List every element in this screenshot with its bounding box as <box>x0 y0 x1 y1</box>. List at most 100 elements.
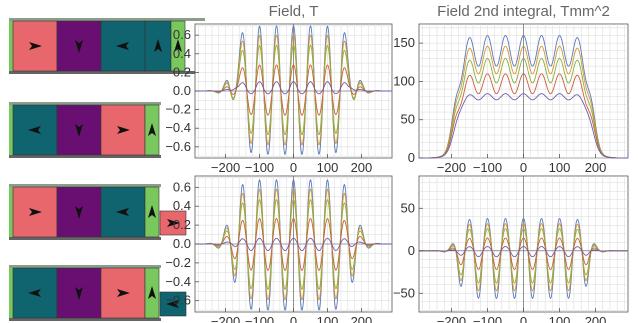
arrow-right-icon <box>117 126 130 134</box>
magnet-top-edge <box>9 265 161 268</box>
x-tick-label: −100 <box>473 160 502 175</box>
charts: −200 −100 0 100 200 0.6 0.4 0.2 0.0 −0.2 −0.4 −0.6 F… <box>165 3 629 323</box>
series-line-5 <box>195 237 392 252</box>
series-line-4 <box>195 217 392 271</box>
magnet-bottom-edge <box>9 237 161 240</box>
y-tick-label: −0.2 <box>165 102 191 117</box>
y-tick-label: 50 <box>401 200 415 215</box>
chart-2: −200 −100 0 100 200 0 50 100 150 Field 2nd integr… <box>393 3 629 175</box>
chart-3: −200 −100 0 100 200 0.6 0.4 0.2 0.0 −0.2 −0.4 −0.6 <box>165 175 393 323</box>
magnet-bottom-edge <box>9 318 161 321</box>
chart-title: Field, T <box>269 3 319 20</box>
magnet-block-purple <box>56 104 102 156</box>
y-tick-label: 0.4 <box>173 46 191 61</box>
magnet-arrangement-3 <box>9 184 187 240</box>
series-line-1 <box>419 217 628 300</box>
x-tick-label: 0 <box>520 160 527 175</box>
y-tick-label: 0 <box>408 150 415 165</box>
arrow-down-icon <box>75 40 83 53</box>
x-tick-label: 0 <box>290 160 297 175</box>
y-tick-label: 0.0 <box>173 236 191 251</box>
chart-1: −200 −100 0 100 200 0.6 0.4 0.2 0.0 −0.2 −0.4 −0.6 F… <box>165 3 393 175</box>
magnet-end-plate <box>9 187 13 237</box>
series-line-3 <box>419 57 628 159</box>
y-tick-label: 150 <box>393 35 415 50</box>
arrow-left-icon <box>28 289 41 297</box>
x-tick-label: 200 <box>351 160 373 175</box>
magnet-arrangement-2 <box>9 102 161 158</box>
series-line-3 <box>195 198 392 290</box>
chart-4: −200 −100 0 100 200 50 0 −50 <box>393 175 629 323</box>
y-tick-label: 0.4 <box>173 198 191 213</box>
arrow-right-icon <box>167 219 180 227</box>
y-tick-label: −50 <box>393 285 415 300</box>
y-tick-label: 0.2 <box>173 217 191 232</box>
magnet-bottom-edge <box>9 155 161 158</box>
arrow-down-icon <box>75 124 83 137</box>
x-tick-label: −200 <box>211 160 240 175</box>
x-tick-label: −200 <box>437 314 466 323</box>
magnet-top-edge <box>9 102 161 105</box>
arrow-down-icon <box>75 287 83 300</box>
x-tick-label: −100 <box>245 160 274 175</box>
magnet-bottom-edge <box>9 71 205 74</box>
series-line-5 <box>195 81 392 95</box>
magnet-diagrams <box>9 18 205 321</box>
x-tick-label: 200 <box>585 314 607 323</box>
series-line-4 <box>419 237 628 270</box>
x-tick-label: 100 <box>549 314 571 323</box>
arrow-down-icon <box>75 206 83 219</box>
arrow-up-icon <box>148 123 156 136</box>
y-tick-label: −0.2 <box>165 255 191 270</box>
arrow-left-icon <box>116 208 129 216</box>
arrow-up-icon <box>174 39 182 52</box>
x-tick-label: 100 <box>549 160 571 175</box>
arrow-right-icon <box>117 289 130 297</box>
arrow-left-icon <box>166 300 179 308</box>
series-line-4 <box>419 73 628 159</box>
series-line-2 <box>419 223 628 292</box>
magnet-top-edge <box>9 18 205 21</box>
series-line-1 <box>194 25 393 156</box>
magnet-arrangement-1 <box>9 18 205 74</box>
x-tick-label: 200 <box>585 160 607 175</box>
chart-title: Field 2nd integral, Tmm^2 <box>437 3 610 20</box>
x-tick-label: 200 <box>351 314 373 323</box>
series-line-3 <box>195 44 392 136</box>
x-tick-label: 0 <box>520 314 527 323</box>
y-tick-label: −0.6 <box>165 139 191 154</box>
series-line-2 <box>418 45 629 159</box>
magnet-arrangement-4 <box>9 265 187 321</box>
arrow-up-icon <box>154 39 162 52</box>
y-tick-label: 0.2 <box>173 64 191 79</box>
arrow-up-icon <box>148 286 156 299</box>
y-tick-label: −0.4 <box>165 274 191 289</box>
arrow-right-icon <box>29 208 42 216</box>
series-line-4 <box>195 64 392 116</box>
arrow-left-icon <box>116 42 129 50</box>
y-tick-label: 0.0 <box>173 83 191 98</box>
x-tick-label: −100 <box>245 314 274 323</box>
series-line-5 <box>419 246 628 258</box>
magnet-end-plate <box>9 105 13 155</box>
x-tick-label: −200 <box>437 160 466 175</box>
x-tick-label: −200 <box>211 314 240 323</box>
magnet-end-plate <box>9 268 13 318</box>
series-line-3 <box>419 228 628 284</box>
series-line-2 <box>195 34 392 146</box>
arrow-left-icon <box>28 126 41 134</box>
y-tick-label: 0.6 <box>173 27 191 42</box>
series-line-1 <box>419 35 628 159</box>
series-line-2 <box>195 188 392 301</box>
y-tick-label: −0.4 <box>165 120 191 135</box>
y-tick-label: 0 <box>408 243 415 258</box>
magnet-top-edge <box>9 184 161 187</box>
y-tick-label: −0.6 <box>165 293 191 308</box>
x-tick-label: 100 <box>317 314 339 323</box>
arrow-up-icon <box>148 205 156 218</box>
y-tick-label: 50 <box>401 112 415 127</box>
x-tick-label: 0 <box>290 314 297 323</box>
series-line-1 <box>195 178 392 311</box>
y-tick-label: 100 <box>393 73 415 88</box>
